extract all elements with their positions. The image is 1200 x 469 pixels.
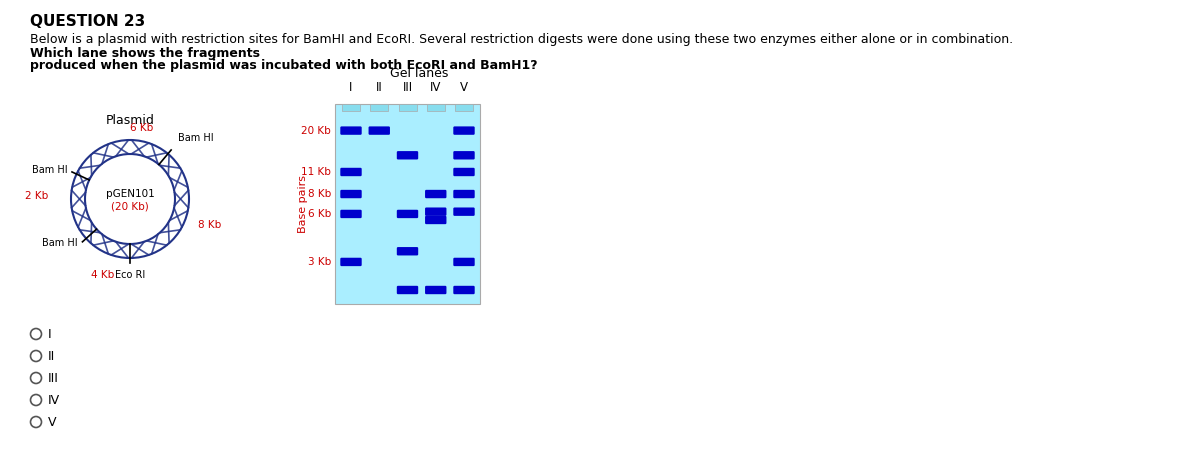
- Bar: [335, 104, 480, 304]
- FancyBboxPatch shape: [454, 207, 475, 216]
- Text: 8 Kb: 8 Kb: [307, 189, 331, 199]
- FancyBboxPatch shape: [397, 210, 419, 218]
- FancyBboxPatch shape: [341, 258, 361, 266]
- Text: IV: IV: [48, 393, 60, 407]
- FancyBboxPatch shape: [454, 190, 475, 198]
- FancyBboxPatch shape: [425, 216, 446, 224]
- Text: 3 Kb: 3 Kb: [307, 257, 331, 267]
- Text: pGEN101: pGEN101: [106, 189, 155, 199]
- FancyBboxPatch shape: [341, 168, 361, 176]
- Text: Bam HI: Bam HI: [42, 238, 78, 248]
- Text: 4 Kb: 4 Kb: [91, 270, 115, 280]
- Text: 6 Kb: 6 Kb: [307, 209, 331, 219]
- Text: V: V: [48, 416, 56, 429]
- Bar: [427, 104, 445, 111]
- FancyBboxPatch shape: [425, 286, 446, 294]
- Text: produced when the plasmid was incubated with both EcoRI and BamH1?: produced when the plasmid was incubated …: [30, 59, 538, 72]
- FancyBboxPatch shape: [454, 168, 475, 176]
- FancyBboxPatch shape: [341, 127, 361, 135]
- Text: Below is a plasmid with restriction sites for BamHI and EcoRI. Several restricti: Below is a plasmid with restriction site…: [30, 33, 1018, 46]
- FancyBboxPatch shape: [397, 286, 419, 294]
- Text: 2 Kb: 2 Kb: [25, 191, 48, 201]
- Text: V: V: [460, 81, 468, 94]
- FancyBboxPatch shape: [397, 151, 419, 159]
- Bar: [455, 104, 473, 111]
- Text: (20 Kb): (20 Kb): [112, 201, 149, 211]
- FancyBboxPatch shape: [425, 207, 446, 216]
- FancyBboxPatch shape: [454, 127, 475, 135]
- Bar: [371, 104, 389, 111]
- Text: I: I: [349, 81, 353, 94]
- FancyBboxPatch shape: [341, 210, 361, 218]
- Text: III: III: [402, 81, 413, 94]
- Text: I: I: [48, 327, 52, 340]
- Text: IV: IV: [430, 81, 442, 94]
- Text: Base pairs: Base pairs: [298, 175, 308, 233]
- Text: QUESTION 23: QUESTION 23: [30, 14, 145, 29]
- Text: II: II: [376, 81, 383, 94]
- FancyBboxPatch shape: [341, 190, 361, 198]
- Bar: [398, 104, 416, 111]
- Text: 6 Kb: 6 Kb: [131, 123, 154, 133]
- Text: Gel lanes: Gel lanes: [390, 67, 449, 80]
- Text: 20 Kb: 20 Kb: [301, 126, 331, 136]
- FancyBboxPatch shape: [368, 127, 390, 135]
- Text: Eco RI: Eco RI: [115, 270, 145, 280]
- Text: Plasmid: Plasmid: [106, 114, 155, 127]
- FancyBboxPatch shape: [454, 286, 475, 294]
- Text: 11 Kb: 11 Kb: [301, 167, 331, 177]
- Text: Bam HI: Bam HI: [178, 133, 214, 144]
- FancyBboxPatch shape: [397, 247, 419, 256]
- Text: III: III: [48, 371, 59, 385]
- Text: Which lane shows the fragments: Which lane shows the fragments: [30, 47, 260, 60]
- FancyBboxPatch shape: [425, 190, 446, 198]
- Text: Bam HI: Bam HI: [31, 165, 67, 175]
- FancyBboxPatch shape: [454, 151, 475, 159]
- FancyBboxPatch shape: [454, 258, 475, 266]
- Bar: [342, 104, 360, 111]
- Text: 8 Kb: 8 Kb: [198, 220, 221, 230]
- Text: II: II: [48, 349, 55, 363]
